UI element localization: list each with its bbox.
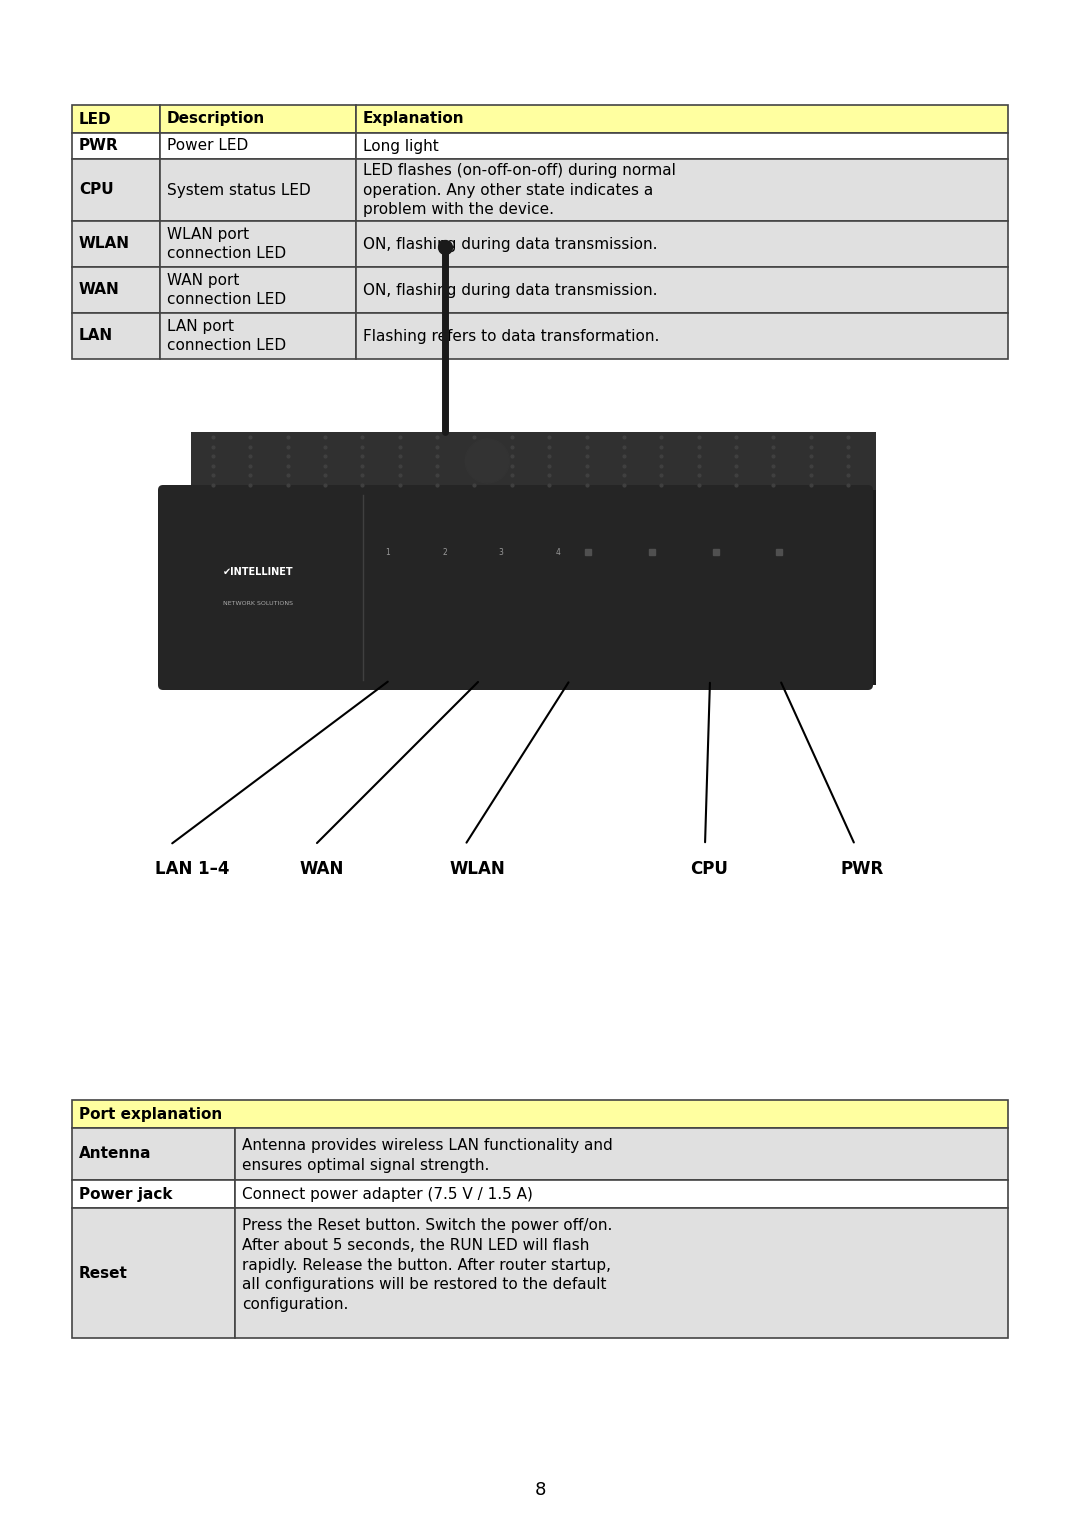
Bar <box>160 106 356 133</box>
Bar <box>163 489 868 685</box>
Text: 1: 1 <box>386 547 390 557</box>
Text: Port explanation: Port explanation <box>79 1107 222 1121</box>
Bar <box>72 1208 235 1338</box>
Bar <box>356 159 1008 222</box>
Text: WAN: WAN <box>300 859 345 878</box>
Circle shape <box>465 439 510 483</box>
Bar <box>72 159 160 222</box>
Text: Power LED: Power LED <box>167 139 248 153</box>
Bar <box>72 133 160 159</box>
Text: 8: 8 <box>535 1482 545 1498</box>
Text: ON, flashing during data transmission.: ON, flashing during data transmission. <box>363 283 658 298</box>
Text: Antenna provides wireless LAN functionality and
ensures optimal signal strength.: Antenna provides wireless LAN functional… <box>242 1138 612 1173</box>
Bar <box>356 268 1008 313</box>
Text: Explanation: Explanation <box>363 112 464 127</box>
Text: Reset: Reset <box>79 1266 127 1280</box>
Text: LAN: LAN <box>79 329 113 344</box>
Text: Flashing refers to data transformation.: Flashing refers to data transformation. <box>363 329 660 344</box>
Text: PWR: PWR <box>79 139 119 153</box>
FancyBboxPatch shape <box>158 485 873 690</box>
Bar <box>72 313 160 359</box>
Text: LED: LED <box>79 112 111 127</box>
Text: WLAN port
connection LED: WLAN port connection LED <box>167 226 286 261</box>
Bar <box>235 1208 1008 1338</box>
Text: System status LED: System status LED <box>167 182 311 197</box>
Polygon shape <box>191 433 876 489</box>
Bar <box>72 268 160 313</box>
Bar <box>160 159 356 222</box>
Text: LAN 1–4: LAN 1–4 <box>156 859 229 878</box>
Text: Description: Description <box>167 112 266 127</box>
Text: PWR: PWR <box>840 859 883 878</box>
Bar <box>72 1099 1008 1128</box>
Text: WAN: WAN <box>79 283 120 298</box>
Text: LAN port
connection LED: LAN port connection LED <box>167 320 286 353</box>
Text: 2: 2 <box>443 547 447 557</box>
Text: Connect power adapter (7.5 V / 1.5 A): Connect power adapter (7.5 V / 1.5 A) <box>242 1187 532 1202</box>
Bar <box>160 133 356 159</box>
Bar <box>160 313 356 359</box>
Text: LED flashes (on-off-on-off) during normal
operation. Any other state indicates a: LED flashes (on-off-on-off) during norma… <box>363 164 676 217</box>
Text: WLAN: WLAN <box>450 859 505 878</box>
Bar <box>356 222 1008 268</box>
Bar <box>72 1180 235 1208</box>
Bar <box>72 1128 235 1180</box>
Bar <box>72 222 160 268</box>
Bar <box>235 1180 1008 1208</box>
Text: 3: 3 <box>499 547 503 557</box>
Bar <box>356 133 1008 159</box>
Polygon shape <box>868 489 876 685</box>
Text: CPU: CPU <box>690 859 728 878</box>
Bar <box>235 1128 1008 1180</box>
Text: Long light: Long light <box>363 139 438 153</box>
Text: WLAN: WLAN <box>79 237 130 251</box>
Bar <box>72 106 160 133</box>
Text: WAN port
connection LED: WAN port connection LED <box>167 272 286 307</box>
Text: Antenna: Antenna <box>79 1147 151 1162</box>
Text: NETWORK SOLUTIONS: NETWORK SOLUTIONS <box>222 601 293 605</box>
Bar <box>160 268 356 313</box>
Bar <box>160 222 356 268</box>
Text: Press the Reset button. Switch the power off/on.
After about 5 seconds, the RUN : Press the Reset button. Switch the power… <box>242 1219 612 1312</box>
Text: ON, flashing during data transmission.: ON, flashing during data transmission. <box>363 237 658 251</box>
Bar <box>356 313 1008 359</box>
Bar <box>356 106 1008 133</box>
Text: 4: 4 <box>555 547 561 557</box>
Text: CPU: CPU <box>79 182 113 197</box>
Text: Power jack: Power jack <box>79 1187 173 1202</box>
Text: ✔INTELLINET: ✔INTELLINET <box>222 567 294 576</box>
